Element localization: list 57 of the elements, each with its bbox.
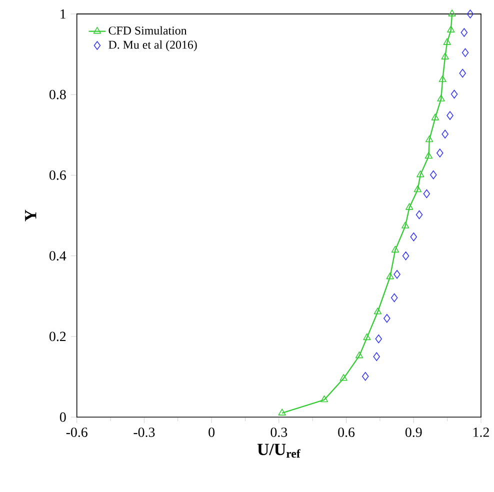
point xyxy=(401,222,410,228)
point xyxy=(362,372,369,381)
x-tick-label: -0.3 xyxy=(134,428,155,438)
y-tick-label: 0.4 xyxy=(50,251,66,261)
point xyxy=(373,352,380,362)
point xyxy=(447,26,455,32)
point xyxy=(374,308,382,314)
point xyxy=(438,75,446,82)
point xyxy=(424,152,433,159)
point xyxy=(410,232,418,242)
y-tick-label: 0.2 xyxy=(50,332,66,342)
point xyxy=(278,408,286,416)
y-tick-label: 0.6 xyxy=(50,170,66,180)
point xyxy=(441,52,449,60)
x-tick-label: -0.6 xyxy=(66,428,88,438)
point xyxy=(448,10,456,16)
point xyxy=(384,314,390,323)
point xyxy=(450,90,458,99)
point xyxy=(340,374,348,381)
point xyxy=(320,395,328,402)
point xyxy=(402,251,410,260)
point xyxy=(442,130,448,138)
point xyxy=(426,135,434,142)
point xyxy=(462,48,469,58)
point xyxy=(416,170,424,178)
legend-label: CFD Simulation xyxy=(108,26,187,35)
x-tick-label: 0.6 xyxy=(338,428,355,438)
y-tick-label: 0 xyxy=(60,412,66,422)
point xyxy=(414,185,422,192)
point xyxy=(391,246,400,253)
point xyxy=(436,148,444,158)
x-tick-label: 0.3 xyxy=(270,428,288,438)
point xyxy=(443,38,451,45)
point xyxy=(355,351,364,358)
x-tick-label: 1.2 xyxy=(474,428,489,438)
point xyxy=(459,68,466,78)
point xyxy=(406,203,414,210)
point xyxy=(416,210,423,220)
x-axis-title: U/U$_{ref}$ xyxy=(257,444,300,458)
x-tick-label: 0 xyxy=(208,428,215,437)
point xyxy=(431,114,440,120)
point xyxy=(466,10,474,18)
y-tick-label: 1 xyxy=(60,9,66,19)
point xyxy=(430,170,437,180)
point xyxy=(390,293,398,302)
point xyxy=(375,334,382,344)
point xyxy=(460,28,468,37)
point xyxy=(394,270,400,279)
y-axis-title: Y xyxy=(25,210,36,222)
y-tick-label: 0.8 xyxy=(50,90,66,100)
point xyxy=(437,94,445,102)
point xyxy=(363,333,371,340)
point xyxy=(423,189,430,198)
point xyxy=(446,111,454,120)
point xyxy=(386,272,394,280)
legend-label: D. Mu et al (2016) xyxy=(108,40,197,52)
x-tick-label: 0.9 xyxy=(405,428,422,438)
